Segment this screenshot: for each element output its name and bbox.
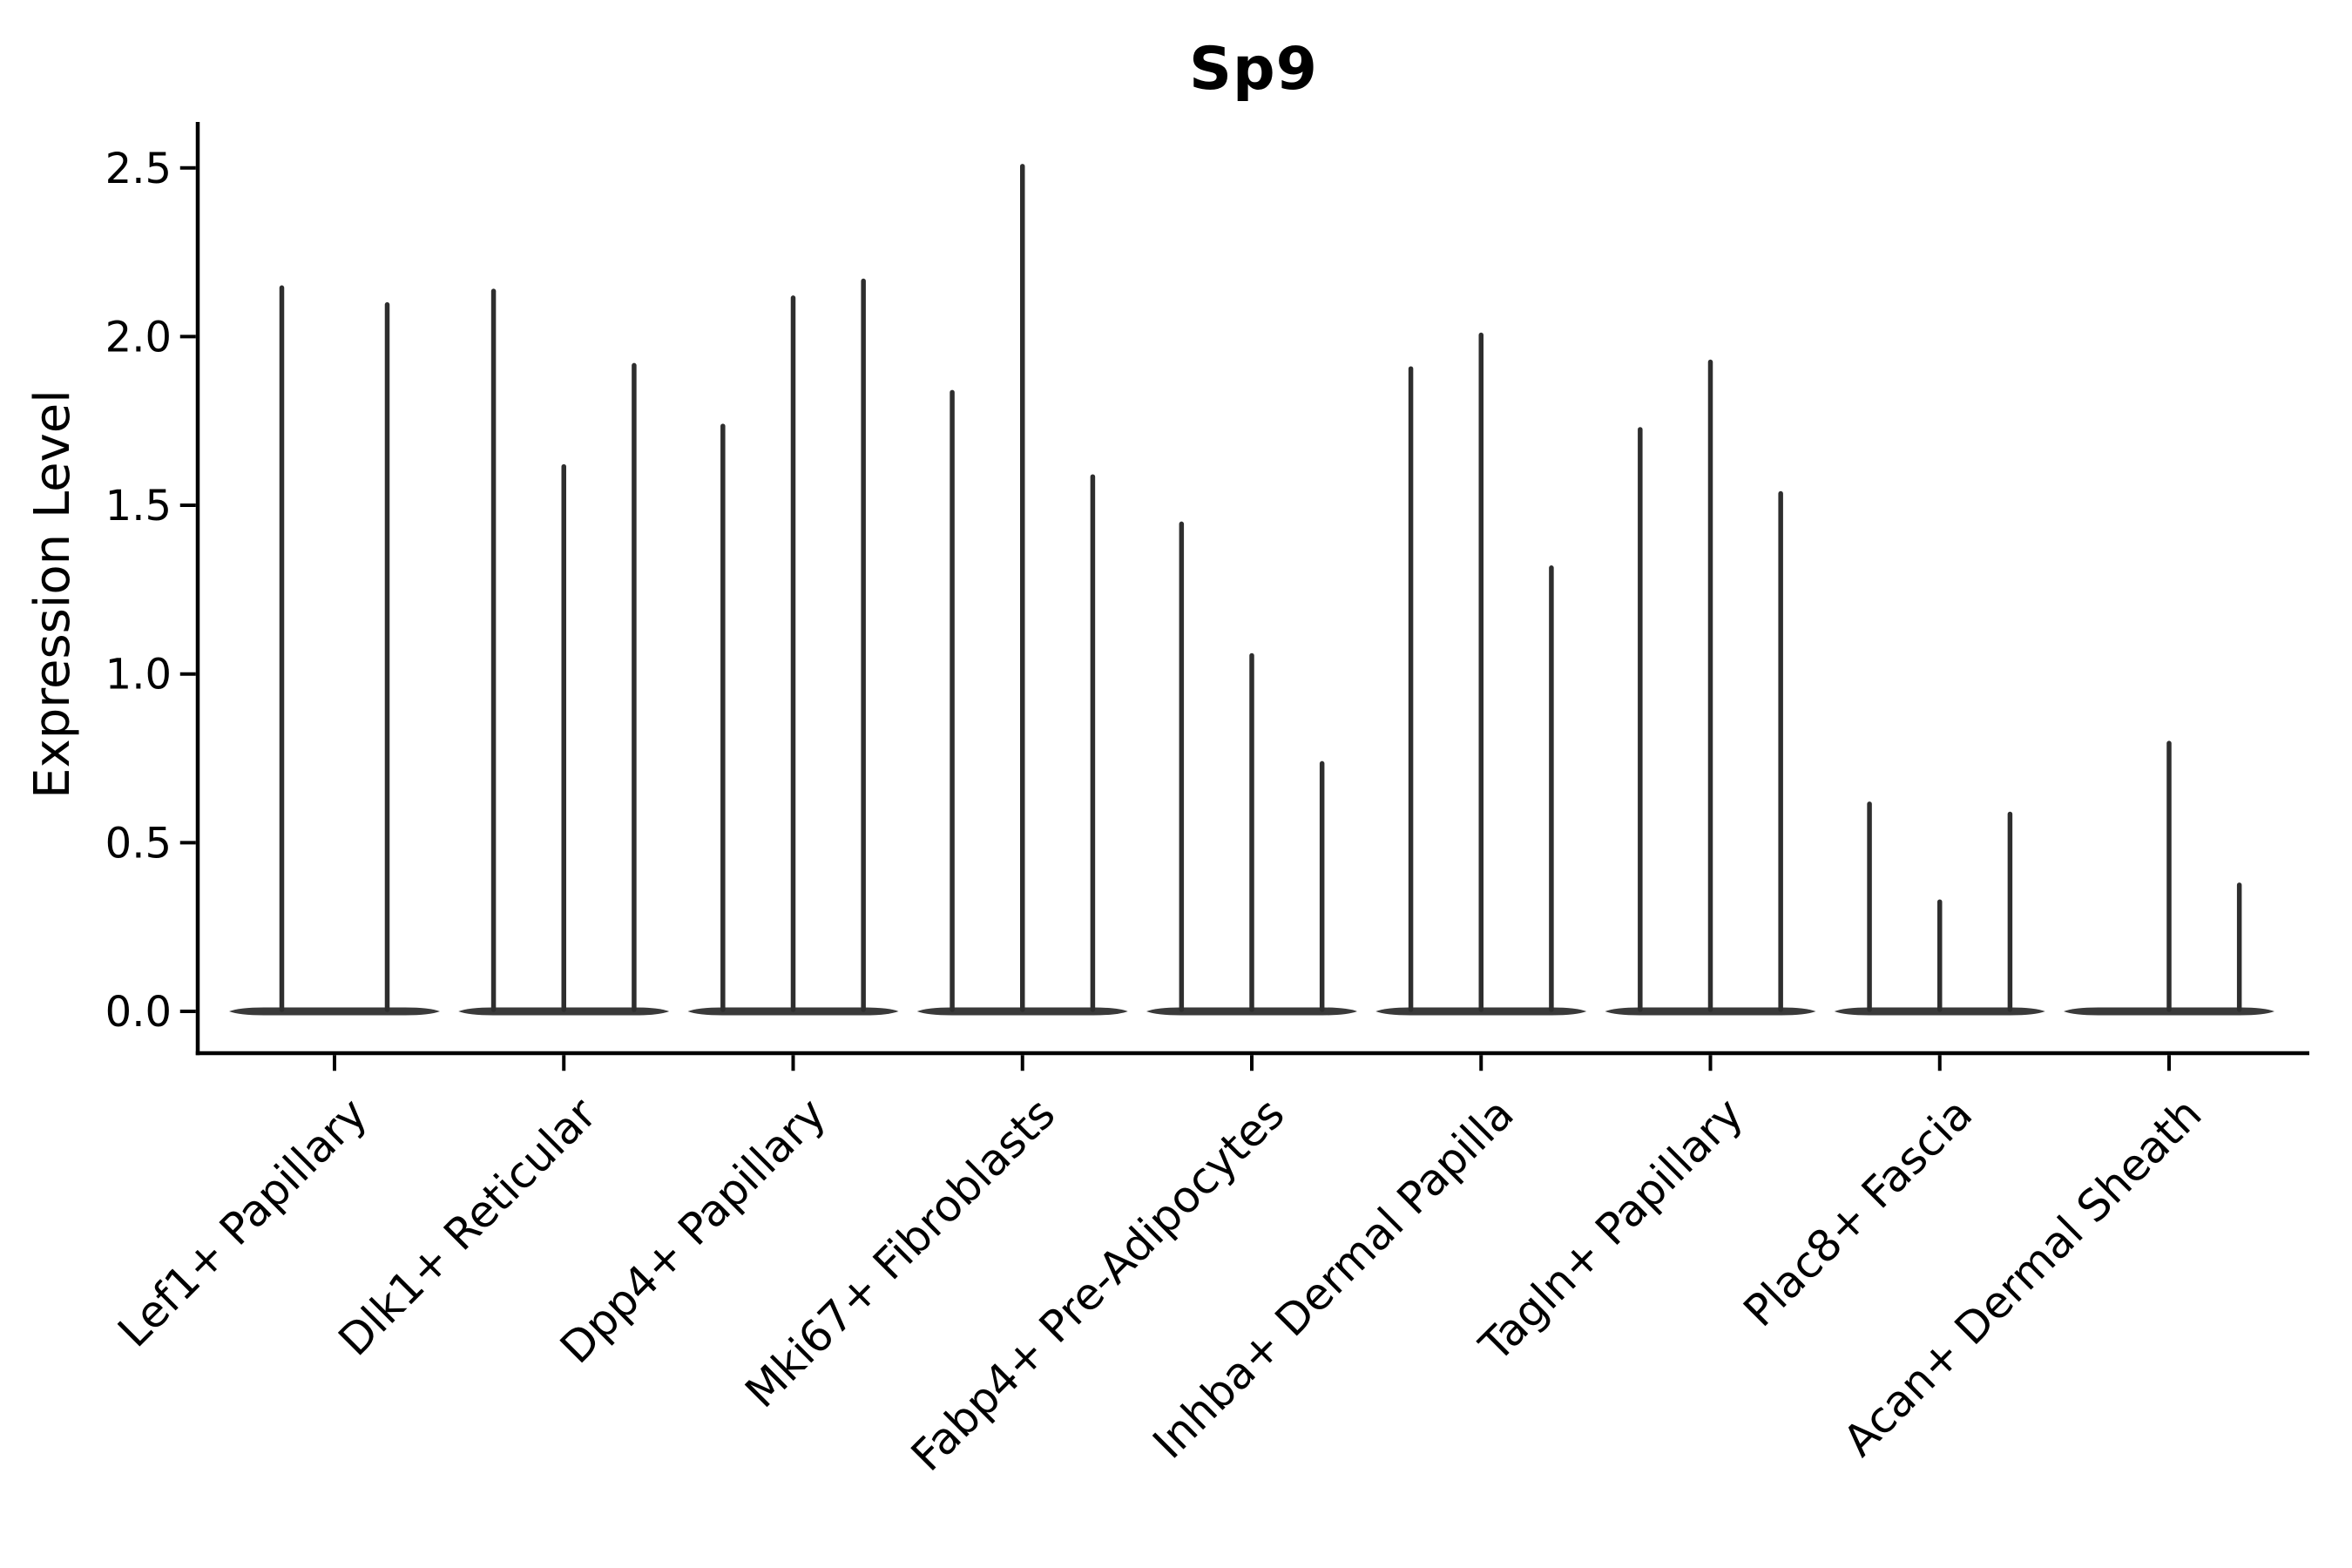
y-tick-label: 0.0	[105, 988, 172, 1037]
y-tick-label: 2.0	[105, 313, 172, 362]
violin-base	[229, 1007, 440, 1016]
y-tick-label: 1.0	[105, 651, 172, 700]
x-tick-label: Fabp4+ Pre-Adipocytes	[902, 1088, 1294, 1481]
chart-title: Sp9	[1189, 35, 1318, 104]
x-tick-label: Lef1+ Papillary	[108, 1088, 376, 1356]
y-tick-label: 2.5	[105, 145, 172, 193]
x-tick-label: Plac8+ Fascia	[1734, 1088, 1983, 1336]
y-tick-label: 0.5	[105, 819, 172, 868]
y-tick-label: 1.5	[105, 482, 172, 531]
